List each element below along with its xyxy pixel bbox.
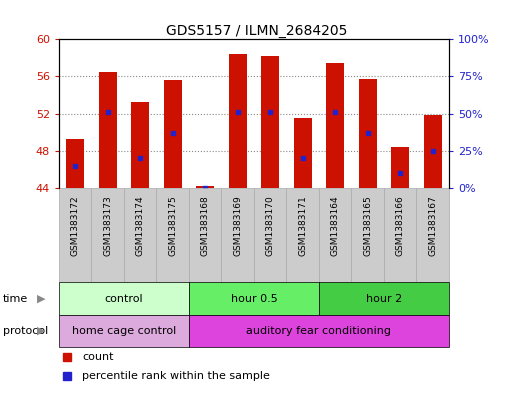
FancyBboxPatch shape (286, 188, 319, 283)
FancyBboxPatch shape (124, 188, 156, 283)
Bar (424, 114, 442, 188)
Text: auditory fear conditioning: auditory fear conditioning (246, 326, 391, 336)
Text: GSM1383164: GSM1383164 (331, 195, 340, 256)
FancyBboxPatch shape (59, 283, 189, 315)
Text: GSM1383175: GSM1383175 (168, 195, 177, 256)
FancyBboxPatch shape (222, 188, 254, 283)
Text: protocol: protocol (3, 326, 48, 336)
Text: GSM1383170: GSM1383170 (266, 195, 274, 256)
Text: ▶: ▶ (37, 326, 46, 336)
FancyBboxPatch shape (91, 188, 124, 283)
FancyBboxPatch shape (254, 188, 286, 283)
FancyBboxPatch shape (417, 188, 449, 283)
Text: hour 2: hour 2 (366, 294, 402, 304)
Text: GSM1383174: GSM1383174 (136, 195, 145, 256)
Text: GSM1383171: GSM1383171 (298, 195, 307, 256)
FancyBboxPatch shape (351, 188, 384, 283)
Text: percentile rank within the sample: percentile rank within the sample (83, 371, 270, 381)
Bar (326, 63, 344, 188)
FancyBboxPatch shape (156, 188, 189, 283)
Bar (261, 56, 279, 188)
Bar (196, 186, 214, 188)
Text: control: control (105, 294, 143, 304)
Text: GSM1383167: GSM1383167 (428, 195, 437, 256)
FancyBboxPatch shape (319, 188, 351, 283)
Text: hour 0.5: hour 0.5 (230, 294, 278, 304)
Text: GSM1383165: GSM1383165 (363, 195, 372, 256)
FancyBboxPatch shape (189, 188, 222, 283)
Bar (229, 54, 247, 188)
FancyBboxPatch shape (59, 188, 91, 283)
Text: ▶: ▶ (37, 294, 46, 304)
Text: count: count (83, 352, 114, 362)
Bar (99, 72, 116, 188)
FancyBboxPatch shape (189, 283, 319, 315)
Bar (294, 118, 311, 188)
FancyBboxPatch shape (319, 283, 449, 315)
FancyBboxPatch shape (189, 315, 449, 347)
Text: time: time (3, 294, 28, 304)
Bar (164, 80, 182, 188)
FancyBboxPatch shape (59, 315, 189, 347)
Text: GSM1383172: GSM1383172 (71, 195, 80, 256)
Text: home cage control: home cage control (72, 326, 176, 336)
Bar (66, 139, 84, 188)
Text: GSM1383169: GSM1383169 (233, 195, 242, 256)
Text: GDS5157 / ILMN_2684205: GDS5157 / ILMN_2684205 (166, 24, 347, 38)
FancyBboxPatch shape (384, 188, 417, 283)
Text: GSM1383168: GSM1383168 (201, 195, 210, 256)
Bar (131, 103, 149, 188)
Bar (359, 79, 377, 188)
Bar (391, 147, 409, 188)
Text: GSM1383166: GSM1383166 (396, 195, 405, 256)
Text: GSM1383173: GSM1383173 (103, 195, 112, 256)
